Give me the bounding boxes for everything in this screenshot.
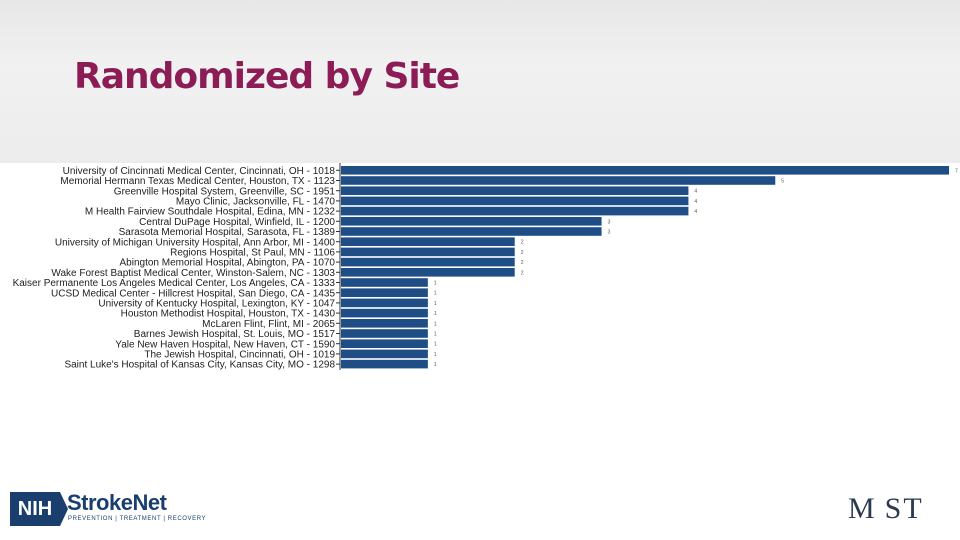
category-label: Saint Luke's Hospital of Kansas City, Ka… (64, 360, 335, 371)
most-logo: M ST (848, 492, 948, 526)
strokenet-tagline: PREVENTION | TREATMENT | RECOVERY (68, 516, 207, 522)
category-label: Barnes Jewish Hospital, St. Louis, MO - … (134, 329, 336, 340)
value-label: 7 (955, 168, 958, 174)
value-label: 4 (694, 209, 697, 215)
bar (341, 298, 428, 308)
value-label: 2 (521, 270, 524, 276)
category-label: Houston Methodist Hospital, Houston, TX … (121, 309, 336, 320)
category-label: Kaiser Permanente Los Angeles Medical Ce… (13, 278, 336, 289)
bar (341, 359, 428, 369)
most-logo-text: M ST (848, 492, 924, 525)
bar (341, 339, 428, 348)
category-label: Memorial Hermann Texas Medical Center, H… (60, 176, 335, 187)
category-label: The Jewish Hospital, Cincinnati, OH - 10… (144, 350, 335, 361)
category-label: Central DuPage Hospital, Winfield, IL - … (139, 217, 335, 228)
category-label: Wake Forest Baptist Medical Center, Wins… (51, 268, 335, 279)
value-label: 1 (434, 291, 437, 297)
bar (341, 217, 602, 226)
value-label: 1 (434, 301, 437, 307)
nih-strokenet-logo: NIH StrokeNet PREVENTION | TREATMENT | R… (10, 490, 206, 526)
value-label: 5 (781, 179, 784, 185)
category-label: Abington Memorial Hospital, Abington, PA… (120, 258, 336, 269)
value-label: 2 (521, 240, 524, 246)
category-label: Regions Hospital, St Paul, MN - 1106 (170, 248, 335, 259)
bar (341, 329, 428, 338)
bar (341, 237, 515, 246)
value-label: 3 (608, 230, 611, 236)
bar (341, 166, 949, 175)
bar (341, 268, 515, 277)
category-label: University of Kentucky Hospital, Lexingt… (98, 299, 335, 310)
value-label: 1 (434, 281, 437, 287)
category-label: University of Cincinnati Medical Center,… (63, 166, 336, 177)
site-bar-chart: University of Cincinnati Medical Center,… (0, 163, 960, 373)
category-label: Yale New Haven Hospital, New Haven, CT -… (115, 339, 335, 350)
value-label: 1 (434, 362, 437, 368)
bar (341, 349, 428, 359)
category-label: McLaren Flint, Flint, MI - 2065 (202, 319, 335, 330)
slide-title: Randomized by Site (74, 56, 460, 97)
category-label: UCSD Medical Center - Hillcrest Hospital… (51, 288, 335, 299)
bar (341, 247, 515, 257)
bar (341, 206, 689, 216)
value-label: 1 (434, 342, 437, 348)
value-label: 2 (521, 250, 524, 256)
value-label: 4 (694, 199, 697, 205)
value-label: 1 (434, 352, 437, 358)
value-label: 4 (694, 189, 697, 195)
value-label: 2 (521, 260, 524, 266)
category-label: Greenville Hospital System, Greenville, … (114, 186, 336, 197)
bar (341, 278, 428, 287)
header-band (0, 0, 960, 165)
bar (341, 319, 428, 328)
category-label: University of Michigan University Hospit… (55, 237, 336, 248)
bar (341, 227, 602, 236)
bar (341, 288, 428, 297)
value-label: 3 (608, 219, 611, 225)
value-label: 1 (434, 332, 437, 338)
category-label: Sarasota Memorial Hospital, Sarasota, FL… (119, 227, 336, 238)
bar (341, 308, 428, 318)
value-label: 1 (434, 321, 437, 327)
bar (341, 176, 776, 185)
category-label: M Health Fairview Southdale Hospital, Ed… (85, 207, 336, 218)
bar (341, 186, 689, 195)
bar (341, 196, 689, 206)
category-label: Mayo Clinic, Jacksonville, FL - 1470 (176, 197, 336, 208)
nih-logo-mark: NIH (10, 492, 68, 526)
bar (341, 257, 515, 267)
strokenet-name: StrokeNet (67, 490, 167, 515)
value-label: 1 (434, 311, 437, 317)
